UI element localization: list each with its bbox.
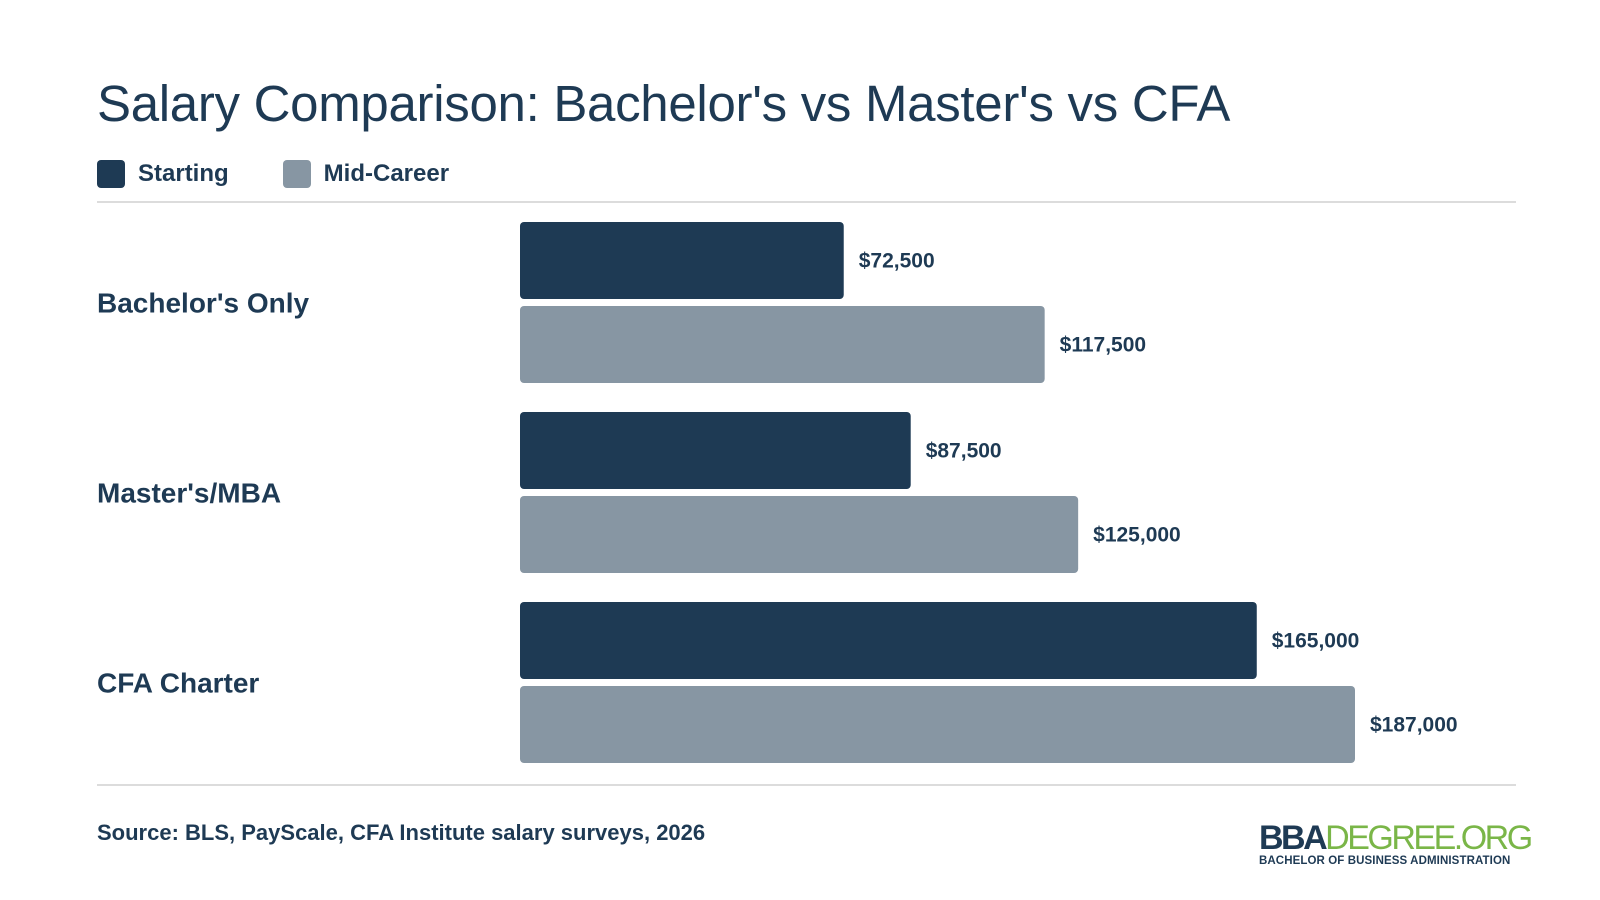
source-note: Source: BLS, PayScale, CFA Institute sal… [97, 820, 706, 845]
legend-item-mid-career: Mid-Career [282, 160, 450, 188]
bar-mid-career-bachelor-s-only [520, 306, 1045, 383]
legend-label-mid-career: Mid-Career [323, 160, 450, 187]
legend-swatch-starting [97, 160, 125, 188]
logo-bold-part: BBA [1259, 819, 1328, 857]
logo-wordmark: BBADEGREE.ORG [1259, 819, 1533, 857]
legend-label-starting: Starting [138, 160, 229, 187]
value-label-mid-career-cfa-charter: $187,000 [1370, 714, 1458, 737]
legend-swatch-mid-career [282, 160, 311, 188]
value-label-starting-master-s-mba: $87,500 [926, 440, 1002, 463]
category-label-cfa-charter: CFA Charter [97, 668, 259, 699]
logo-light-part: DEGREE.ORG [1325, 819, 1533, 857]
top-divider [97, 201, 1516, 203]
chart-legend: Starting Mid-Career [97, 160, 503, 188]
category-label-master-s-mba: Master's/MBA [97, 478, 281, 509]
value-label-mid-career-bachelor-s-only: $117,500 [1060, 334, 1146, 357]
category-label-bachelor-s-only: Bachelor's Only [97, 288, 309, 319]
value-label-starting-cfa-charter: $165,000 [1272, 630, 1360, 653]
bar-starting-master-s-mba [520, 412, 911, 489]
legend-item-starting: Starting [97, 160, 229, 188]
value-label-starting-bachelor-s-only: $72,500 [859, 250, 935, 273]
bar-starting-cfa-charter [520, 602, 1257, 679]
bar-mid-career-cfa-charter [520, 686, 1355, 763]
bar-starting-bachelor-s-only [520, 222, 844, 299]
bottom-divider [97, 784, 1516, 786]
chart-title: Salary Comparison: Bachelor's vs Master'… [97, 75, 1231, 132]
value-label-mid-career-master-s-mba: $125,000 [1093, 524, 1181, 547]
bbadegree-logo: BBADEGREE.ORG BACHELOR OF BUSINESS ADMIN… [1259, 819, 1533, 867]
logo-tagline: BACHELOR OF BUSINESS ADMINISTRATION [1259, 855, 1511, 867]
bar-mid-career-master-s-mba [520, 496, 1079, 573]
